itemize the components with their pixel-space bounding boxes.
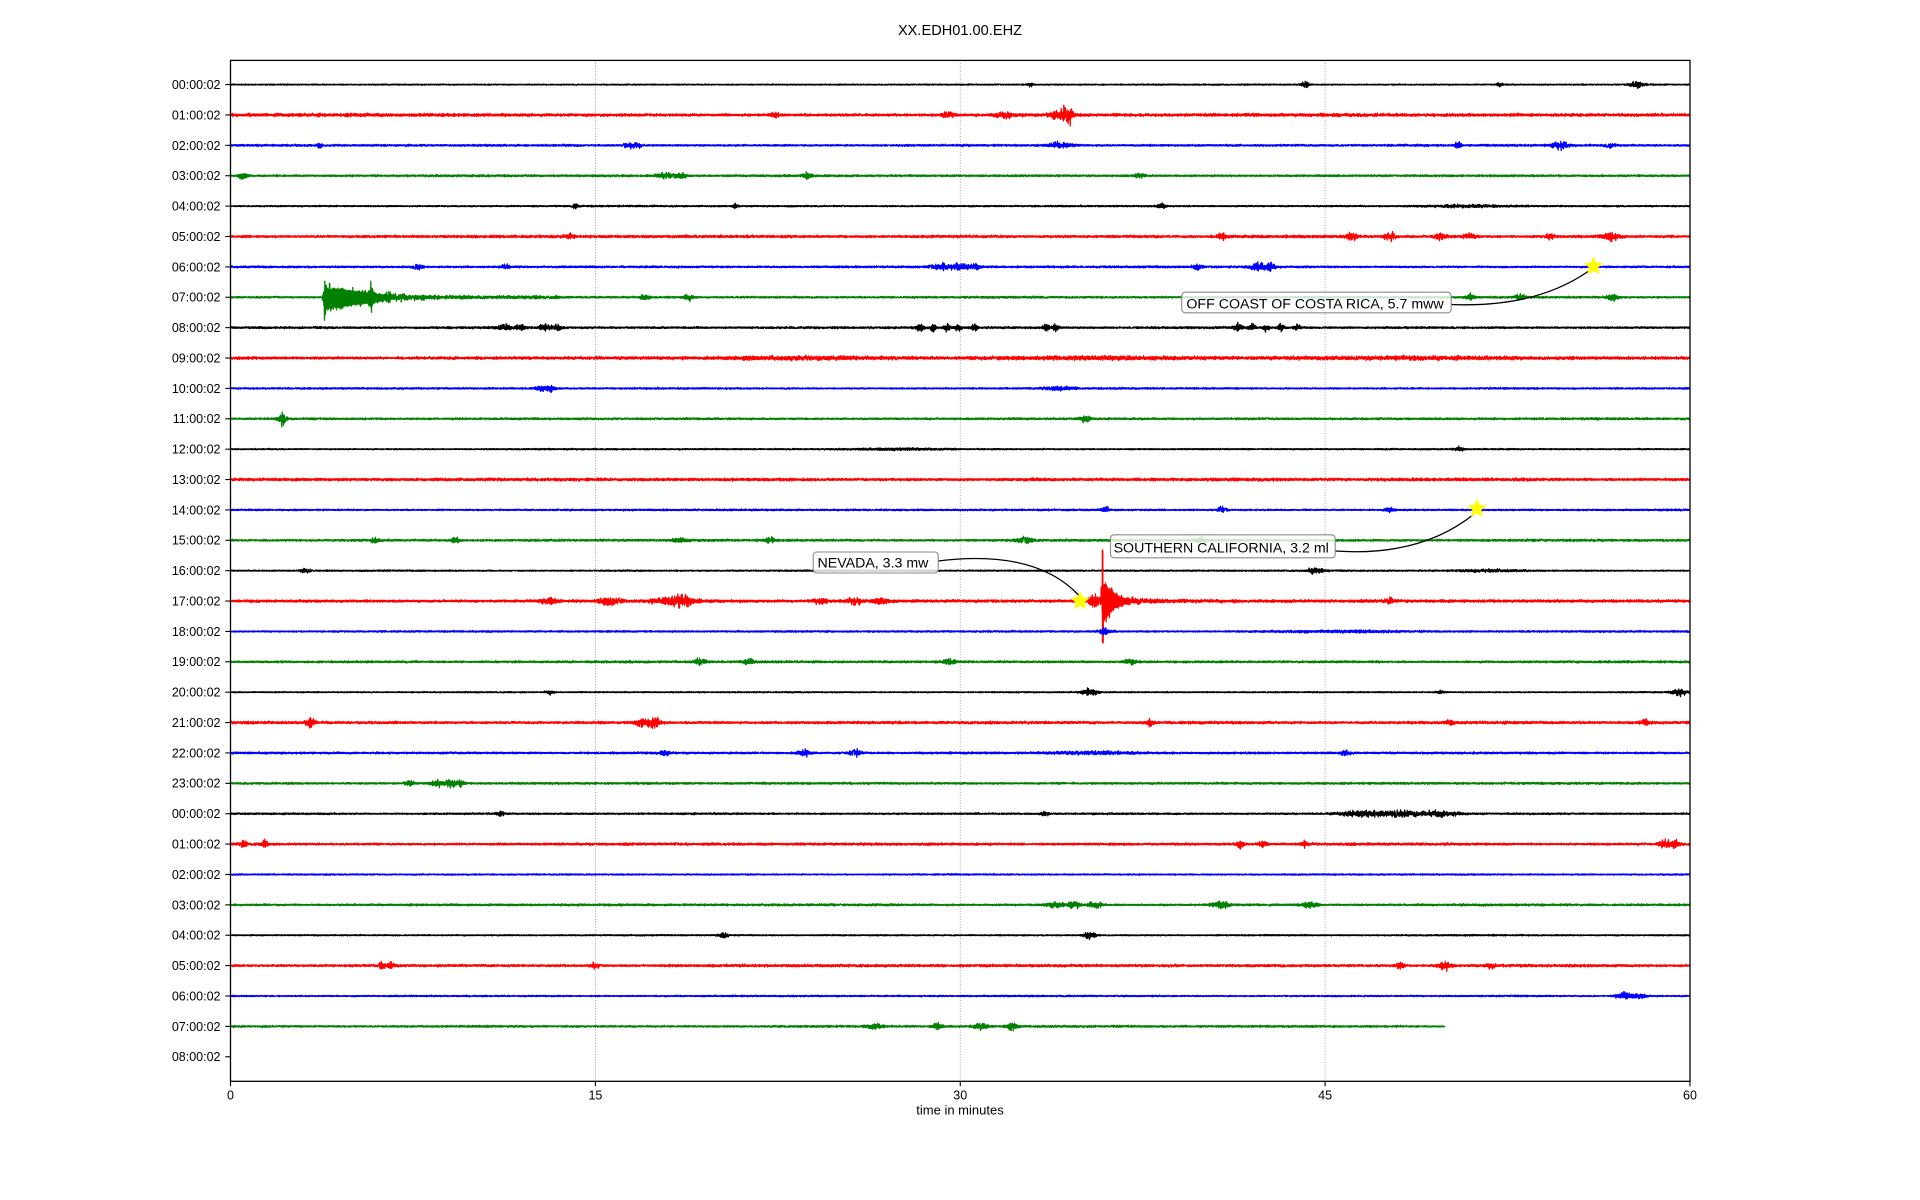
svg-text:08:00:02: 08:00:02 bbox=[172, 1050, 221, 1064]
svg-text:16:00:02: 16:00:02 bbox=[172, 564, 221, 578]
svg-text:03:00:02: 03:00:02 bbox=[172, 169, 221, 183]
svg-text:18:00:02: 18:00:02 bbox=[172, 625, 221, 639]
svg-text:14:00:02: 14:00:02 bbox=[172, 503, 221, 517]
svg-text:01:00:02: 01:00:02 bbox=[172, 838, 221, 852]
svg-text:17:00:02: 17:00:02 bbox=[172, 594, 221, 608]
svg-text:05:00:02: 05:00:02 bbox=[172, 230, 221, 244]
svg-text:05:00:02: 05:00:02 bbox=[172, 959, 221, 973]
svg-text:15:00:02: 15:00:02 bbox=[172, 534, 221, 548]
svg-text:45: 45 bbox=[1318, 1089, 1332, 1103]
svg-text:02:00:02: 02:00:02 bbox=[172, 139, 221, 153]
svg-text:00:00:02: 00:00:02 bbox=[172, 78, 221, 92]
svg-text:0: 0 bbox=[227, 1089, 234, 1103]
svg-text:04:00:02: 04:00:02 bbox=[172, 200, 221, 214]
svg-text:03:00:02: 03:00:02 bbox=[172, 898, 221, 912]
svg-text:11:00:02: 11:00:02 bbox=[173, 412, 221, 426]
svg-text:09:00:02: 09:00:02 bbox=[172, 351, 221, 365]
svg-text:60: 60 bbox=[1683, 1089, 1697, 1103]
svg-text:20:00:02: 20:00:02 bbox=[172, 686, 221, 700]
svg-text:04:00:02: 04:00:02 bbox=[172, 929, 221, 943]
svg-text:30: 30 bbox=[953, 1089, 967, 1103]
svg-text:time in minutes: time in minutes bbox=[916, 1103, 1004, 1118]
svg-text:07:00:02: 07:00:02 bbox=[172, 291, 221, 305]
svg-text:13:00:02: 13:00:02 bbox=[172, 473, 221, 487]
svg-text:07:00:02: 07:00:02 bbox=[172, 1020, 221, 1034]
svg-text:08:00:02: 08:00:02 bbox=[172, 321, 221, 335]
svg-text:23:00:02: 23:00:02 bbox=[172, 777, 221, 791]
svg-text:06:00:02: 06:00:02 bbox=[172, 989, 221, 1003]
svg-text:21:00:02: 21:00:02 bbox=[172, 716, 221, 730]
svg-text:10:00:02: 10:00:02 bbox=[172, 382, 221, 396]
svg-text:01:00:02: 01:00:02 bbox=[172, 108, 221, 122]
svg-text:22:00:02: 22:00:02 bbox=[172, 746, 221, 760]
svg-text:15: 15 bbox=[588, 1089, 602, 1103]
svg-text:OFF COAST OF COSTA RICA, 5.7 m: OFF COAST OF COSTA RICA, 5.7 mww bbox=[1186, 297, 1444, 313]
svg-text:19:00:02: 19:00:02 bbox=[172, 655, 221, 669]
svg-text:02:00:02: 02:00:02 bbox=[172, 868, 221, 882]
svg-text:NEVADA, 3.3 mw: NEVADA, 3.3 mw bbox=[818, 556, 930, 572]
svg-text:00:00:02: 00:00:02 bbox=[172, 807, 221, 821]
svg-text:12:00:02: 12:00:02 bbox=[172, 443, 221, 457]
svg-text:SOUTHERN CALIFORNIA, 3.2 ml: SOUTHERN CALIFORNIA, 3.2 ml bbox=[1114, 540, 1329, 556]
svg-text:06:00:02: 06:00:02 bbox=[172, 260, 221, 274]
svg-text:XX.EDH01.00.EHZ: XX.EDH01.00.EHZ bbox=[898, 23, 1022, 39]
